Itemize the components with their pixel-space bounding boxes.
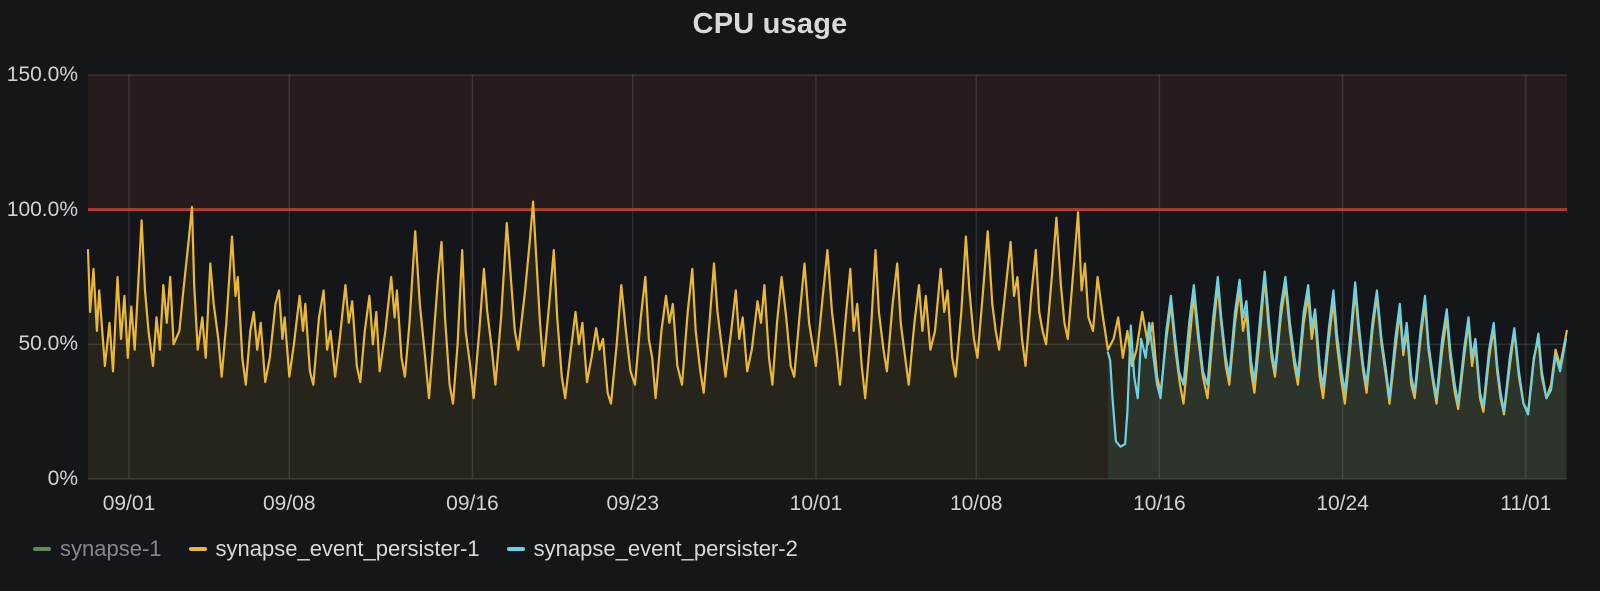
- x-tick-label: 09/08: [262, 492, 316, 515]
- y-tick-label: 150.0%: [6, 63, 78, 86]
- series-line-synapse_event_persister-2: [1106, 270, 1567, 448]
- x-tick-label: 10/24: [1316, 492, 1369, 515]
- x-tick-label: 10/01: [789, 492, 843, 515]
- page-title: CPU usage: [692, 8, 848, 40]
- y-tick-label: 50.0%: [18, 332, 78, 356]
- series-line-synapse_event_persister-1: [86, 200, 1568, 416]
- legend-swatch-synapse-1: [33, 547, 51, 551]
- legend-swatch-synapse-event-persister-1: [188, 547, 207, 551]
- legend-label: synapse-1: [60, 536, 162, 561]
- legend: synapse-1 synapse_event_persister-1 syna…: [33, 533, 798, 565]
- threshold-region: [88, 75, 1567, 210]
- y-tick-label: 0%: [47, 467, 78, 490]
- x-tick-label: 09/23: [606, 492, 660, 515]
- legend-swatch-synapse-event-persister-2: [506, 547, 525, 551]
- series-fill-synapse_event_persister-1: [88, 201, 1567, 479]
- legend-item-synapse-event-persister-1[interactable]: synapse_event_persister-1: [188, 535, 480, 563]
- x-tick-label: 10/08: [949, 492, 1003, 515]
- series-fill-synapse_event_persister-2: [1107, 271, 1566, 479]
- x-tick-label: 09/01: [102, 492, 156, 515]
- legend-label: synapse_event_persister-2: [533, 536, 798, 561]
- x-tick-label: 11/01: [1500, 492, 1552, 515]
- legend-label: synapse_event_persister-1: [215, 536, 480, 561]
- legend-item-synapse-1[interactable]: synapse-1: [33, 535, 162, 563]
- x-tick-label: 09/16: [446, 492, 499, 515]
- legend-item-synapse-event-persister-2[interactable]: synapse_event_persister-2: [506, 535, 798, 563]
- y-tick-label: 100.0%: [6, 197, 78, 221]
- x-tick-label: 10/16: [1133, 492, 1186, 515]
